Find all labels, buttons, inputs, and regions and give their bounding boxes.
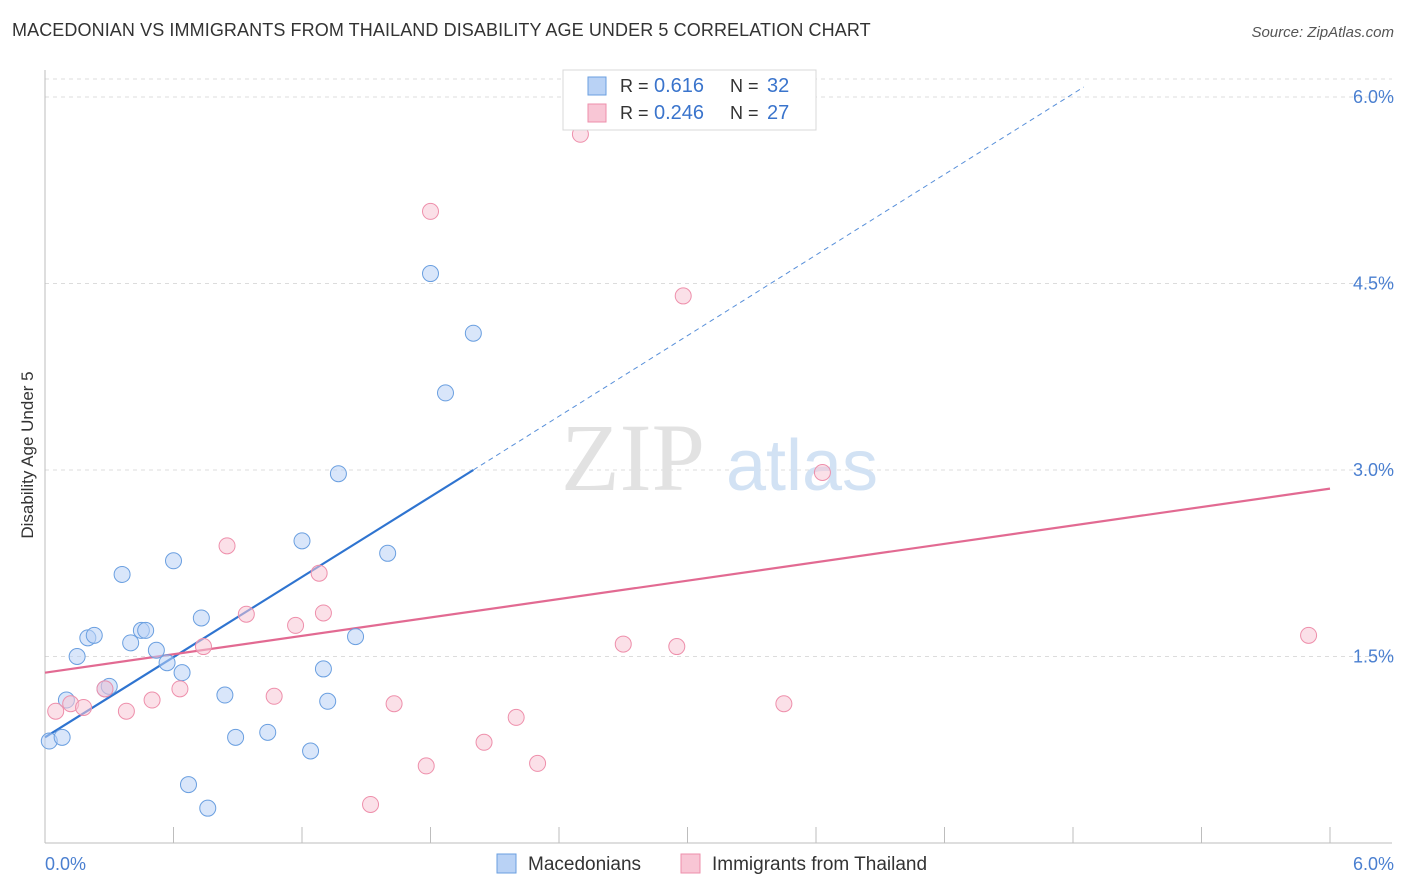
data-point bbox=[314, 660, 332, 678]
y-tick-label: 1.5% bbox=[1353, 647, 1394, 667]
legend-r-label: R = bbox=[620, 103, 649, 123]
data-point bbox=[507, 708, 525, 726]
data-point bbox=[53, 728, 71, 746]
data-point bbox=[1300, 626, 1318, 644]
legend-r-value: 0.246 bbox=[654, 102, 704, 124]
data-point bbox=[179, 776, 197, 794]
data-point bbox=[422, 265, 439, 283]
data-point bbox=[329, 465, 347, 483]
data-point bbox=[293, 532, 311, 550]
data-point bbox=[310, 564, 328, 582]
watermark: ZIP atlas bbox=[561, 404, 878, 511]
data-point bbox=[319, 692, 337, 710]
data-point bbox=[122, 634, 140, 652]
data-point bbox=[529, 754, 547, 772]
legend-r-value: 0.616 bbox=[654, 75, 704, 97]
data-point bbox=[137, 621, 155, 639]
watermark-zip: ZIP bbox=[561, 404, 705, 511]
legend-r-label: R = bbox=[620, 76, 649, 96]
data-point bbox=[614, 635, 632, 653]
data-point bbox=[674, 287, 692, 305]
legend-n-label: N = bbox=[730, 76, 759, 96]
data-point bbox=[192, 609, 210, 627]
data-point bbox=[775, 695, 793, 713]
chart-title: MACEDONIAN VS IMMIGRANTS FROM THAILAND D… bbox=[12, 20, 871, 40]
legend-n-value: 32 bbox=[767, 75, 789, 97]
y-tick-label: 3.0% bbox=[1353, 460, 1394, 480]
data-point bbox=[385, 695, 403, 713]
legend-swatch bbox=[680, 853, 701, 874]
legend-series-name: Immigrants from Thailand bbox=[712, 854, 927, 875]
data-point bbox=[287, 616, 305, 634]
data-point bbox=[147, 641, 165, 659]
data-point bbox=[417, 757, 435, 775]
data-point bbox=[314, 604, 332, 622]
data-point bbox=[668, 638, 686, 656]
data-point bbox=[47, 702, 65, 720]
data-point bbox=[173, 664, 191, 682]
data-point bbox=[216, 686, 234, 704]
data-point bbox=[96, 680, 114, 698]
data-point bbox=[171, 680, 189, 698]
data-point bbox=[265, 687, 283, 705]
data-point bbox=[347, 628, 365, 646]
data-point bbox=[194, 638, 212, 656]
data-point bbox=[158, 654, 176, 672]
data-point bbox=[436, 384, 454, 402]
gridlines bbox=[45, 78, 1392, 657]
data-point bbox=[362, 795, 380, 813]
data-point bbox=[259, 723, 277, 741]
x-tick-label: 0.0% bbox=[45, 854, 86, 874]
legend-swatch bbox=[587, 103, 607, 123]
legend-n-label: N = bbox=[730, 103, 759, 123]
data-point bbox=[422, 202, 439, 220]
data-point bbox=[237, 605, 255, 623]
trendline bbox=[44, 487, 1331, 674]
data-point bbox=[113, 565, 131, 583]
y-tick-label: 6.0% bbox=[1353, 87, 1394, 107]
legend-swatch bbox=[496, 853, 517, 874]
trendlines bbox=[44, 86, 1331, 739]
data-point bbox=[75, 698, 93, 716]
stats-legend: R = 0.616 N = 32 R = 0.246 N = 27 bbox=[562, 69, 817, 131]
data-point bbox=[117, 702, 135, 720]
data-point bbox=[218, 537, 236, 555]
data-point bbox=[85, 626, 103, 644]
legend-swatch bbox=[587, 76, 607, 96]
axes bbox=[44, 70, 1392, 844]
data-points bbox=[40, 125, 1318, 817]
tick-labels: 1.5% 3.0% 4.5% 6.0% 0.0% 6.0% bbox=[45, 87, 1394, 874]
data-point bbox=[68, 648, 86, 665]
trendline bbox=[44, 469, 474, 739]
x-tick-label: 6.0% bbox=[1353, 854, 1394, 874]
data-point bbox=[165, 552, 182, 570]
data-point bbox=[227, 728, 245, 746]
legend-n-value: 27 bbox=[767, 102, 789, 124]
data-point bbox=[143, 691, 161, 709]
trendline-extension bbox=[473, 86, 1084, 471]
legend-series-name: Macedonians bbox=[528, 854, 641, 875]
source-label: Source: ZipAtlas.com bbox=[1251, 24, 1394, 41]
data-point bbox=[379, 544, 397, 562]
data-point bbox=[199, 799, 217, 817]
data-point bbox=[475, 733, 493, 751]
y-tick-label: 4.5% bbox=[1353, 274, 1394, 294]
watermark-atlas: atlas bbox=[726, 426, 878, 506]
series-legend: Macedonians Immigrants from Thailand bbox=[496, 853, 927, 875]
data-point bbox=[464, 324, 482, 342]
data-point bbox=[813, 463, 831, 481]
data-point bbox=[302, 742, 320, 760]
